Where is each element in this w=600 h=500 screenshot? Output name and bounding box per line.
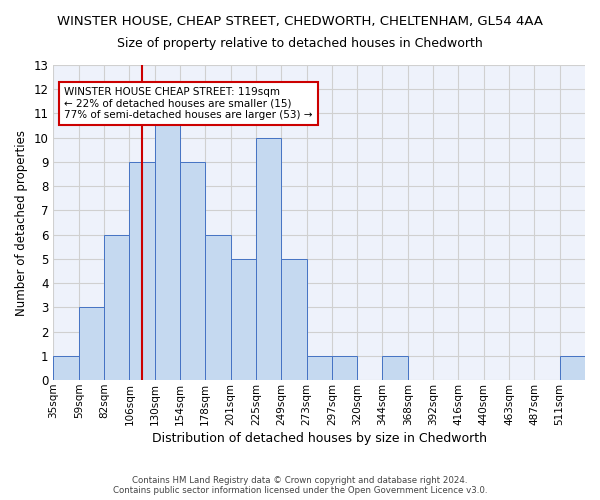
Bar <box>79 308 104 380</box>
Bar <box>382 356 408 380</box>
Bar <box>53 356 79 380</box>
Bar <box>155 114 180 380</box>
Bar <box>104 234 130 380</box>
Bar <box>256 138 281 380</box>
Bar <box>560 356 585 380</box>
Text: WINSTER HOUSE CHEAP STREET: 119sqm
← 22% of detached houses are smaller (15)
77%: WINSTER HOUSE CHEAP STREET: 119sqm ← 22%… <box>64 87 313 120</box>
Bar <box>307 356 332 380</box>
Bar <box>332 356 357 380</box>
X-axis label: Distribution of detached houses by size in Chedworth: Distribution of detached houses by size … <box>152 432 487 445</box>
Text: Contains HM Land Registry data © Crown copyright and database right 2024.
Contai: Contains HM Land Registry data © Crown c… <box>113 476 487 495</box>
Y-axis label: Number of detached properties: Number of detached properties <box>15 130 28 316</box>
Bar <box>180 162 205 380</box>
Bar <box>130 162 155 380</box>
Bar <box>205 234 230 380</box>
Text: Size of property relative to detached houses in Chedworth: Size of property relative to detached ho… <box>117 38 483 51</box>
Bar <box>281 259 307 380</box>
Bar <box>230 259 256 380</box>
Text: WINSTER HOUSE, CHEAP STREET, CHEDWORTH, CHELTENHAM, GL54 4AA: WINSTER HOUSE, CHEAP STREET, CHEDWORTH, … <box>57 15 543 28</box>
